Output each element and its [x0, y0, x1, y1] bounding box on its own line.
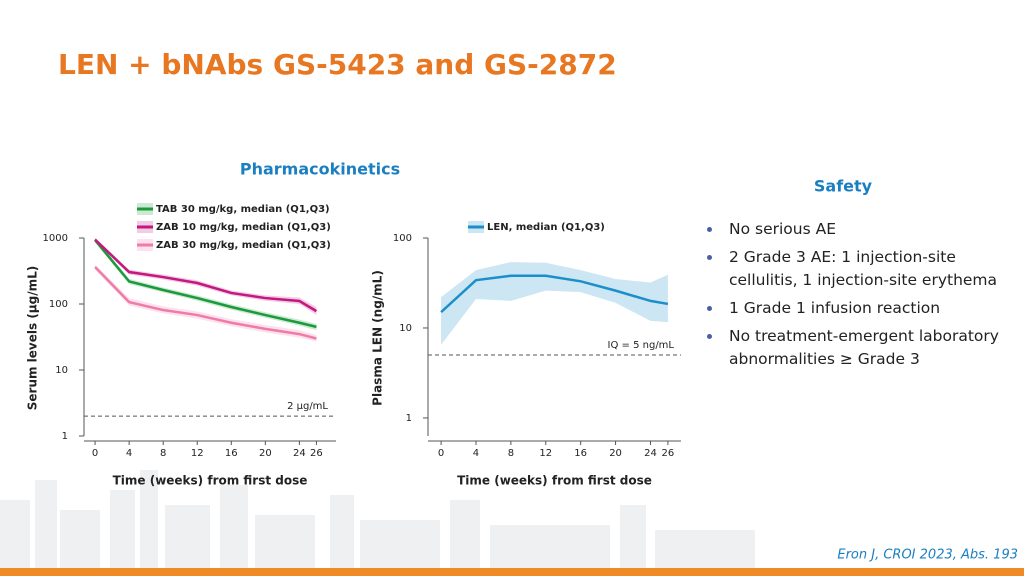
slide-title: LEN + bNAbs GS-5423 and GS-2872 [58, 48, 617, 81]
safety-bullet: 2 Grade 3 AE: 1 injection-site celluliti… [705, 246, 1015, 292]
skyline [0, 470, 755, 570]
legend-label: TAB 30 mg/kg, median (Q1,Q3) [156, 204, 330, 215]
y-tick-label: 10 [399, 323, 412, 334]
x-tick-label: 0 [92, 448, 98, 459]
safety-bullet: No serious AE [705, 218, 1015, 241]
x-axis-label: Time (weeks) from first dose [113, 474, 308, 488]
iqr-band [95, 238, 317, 316]
y-axis-label: Plasma LEN (ng/mL) [371, 270, 385, 406]
x-tick-label: 12 [191, 448, 204, 459]
x-tick-label: 20 [609, 448, 622, 459]
x-tick-label: 8 [508, 448, 514, 459]
x-tick-label: 4 [473, 448, 479, 459]
median-line [440, 274, 669, 314]
legend-label: ZAB 30 mg/kg, median (Q1,Q3) [156, 240, 331, 251]
y-tick-label: 1000 [43, 233, 68, 244]
x-tick-label: 26 [310, 448, 323, 459]
x-tick-label: 0 [438, 448, 444, 459]
footer-bar [0, 568, 1024, 576]
reference-label: IQ = 5 ng/mL [608, 340, 675, 351]
x-tick-label: 12 [539, 448, 552, 459]
legend-label: ZAB 10 mg/kg, median (Q1,Q3) [156, 222, 331, 233]
safety-bullet: 1 Grade 1 infusion reaction [705, 297, 1015, 320]
x-tick-label: 16 [225, 448, 238, 459]
safety-bullet: No treatment-emergent laboratory abnorma… [705, 325, 1015, 371]
y-tick-label: 100 [393, 233, 412, 244]
y-tick-label: 10 [55, 365, 68, 376]
x-tick-label: 26 [662, 448, 675, 459]
median-line [94, 238, 318, 313]
x-axis-label: Time (weeks) from first dose [457, 474, 652, 488]
x-tick-label: 4 [126, 448, 132, 459]
x-tick-label: 24 [644, 448, 657, 459]
section-heading: Pharmacokinetics [240, 160, 400, 179]
y-axis-label: Serum levels (µg/mL) [26, 266, 40, 411]
reference-label: 2 µg/mL [287, 401, 328, 412]
x-tick-label: 8 [160, 448, 166, 459]
section-heading: Safety [814, 177, 873, 196]
x-tick-label: 16 [574, 448, 587, 459]
iqr-band [441, 262, 668, 345]
x-tick-label: 24 [293, 448, 306, 459]
x-tick-label: 20 [259, 448, 272, 459]
citation: Eron J, CROI 2023, Abs. 193 [837, 548, 1018, 563]
y-tick-label: 1 [62, 431, 68, 442]
y-tick-label: 1 [406, 413, 412, 424]
safety-list: No serious AE 2 Grade 3 AE: 1 injection-s… [705, 218, 1015, 376]
legend-label: LEN, median (Q1,Q3) [487, 222, 605, 233]
median-line [94, 266, 317, 340]
y-tick-label: 100 [49, 299, 68, 310]
median-line [94, 239, 317, 329]
